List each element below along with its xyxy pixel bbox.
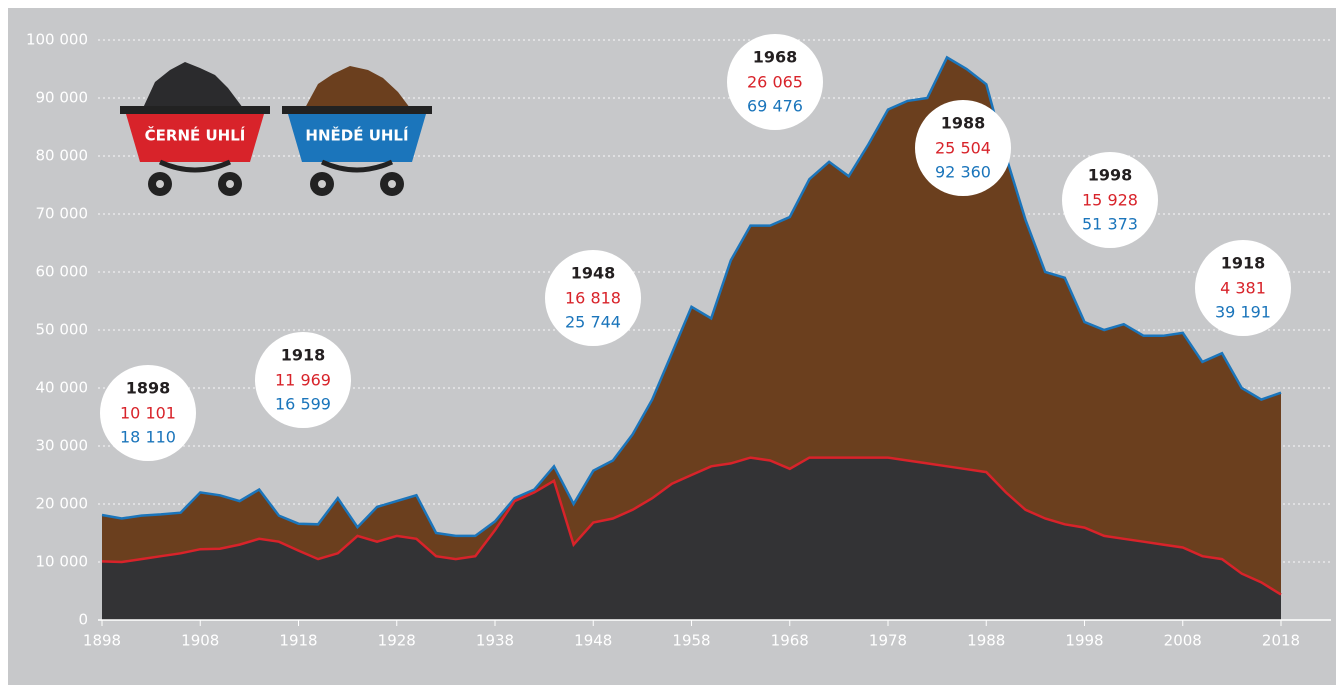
annotation-title: 1998 (1088, 166, 1133, 185)
x-tick-label: 1988 (967, 632, 1005, 650)
y-tick-label: 80 000 (36, 147, 89, 165)
annotation-brown: 18 110 (120, 428, 176, 447)
annotation-black: 11 969 (275, 371, 331, 390)
legend-label: HNĚDÉ UHLÍ (305, 126, 409, 145)
x-tick-label: 1938 (476, 632, 514, 650)
x-tick-label: 2018 (1262, 632, 1300, 650)
annotation-black: 15 928 (1082, 191, 1138, 210)
annotation-brown: 92 360 (935, 163, 991, 182)
x-tick-label: 1918 (279, 632, 317, 650)
x-tick-label: 1998 (1065, 632, 1103, 650)
y-tick-label: 70 000 (36, 205, 89, 223)
y-tick-label: 90 000 (36, 89, 89, 107)
y-tick-label: 100 000 (26, 31, 88, 49)
x-tick-label: 1948 (574, 632, 612, 650)
annotation-brown: 39 191 (1215, 303, 1271, 322)
annotation-title: 1918 (281, 346, 326, 365)
annotation-black: 10 101 (120, 404, 176, 423)
y-tick-label: 0 (78, 611, 88, 629)
x-tick-label: 1908 (181, 632, 219, 650)
annotation-brown: 69 476 (747, 97, 803, 116)
y-tick-label: 60 000 (36, 263, 89, 281)
x-tick-label: 1958 (672, 632, 710, 650)
annotation-brown: 25 744 (565, 313, 621, 332)
x-tick-label: 1968 (771, 632, 809, 650)
x-tick-label: 1898 (83, 632, 121, 650)
annotation-title: 1968 (753, 48, 798, 67)
y-tick-label: 30 000 (36, 437, 89, 455)
annotation-title: 1898 (126, 379, 171, 398)
annotation-brown: 16 599 (275, 395, 331, 414)
y-tick-label: 10 000 (36, 553, 89, 571)
annotation-title: 1948 (571, 264, 616, 283)
x-tick-label: 2008 (1164, 632, 1202, 650)
x-tick-label: 1928 (378, 632, 416, 650)
chart: 0 10 000 20 000 30 000 40 000 50 000 60 000 70 … (0, 0, 1344, 693)
annotation-title: 1918 (1221, 254, 1266, 273)
y-tick-label: 50 000 (36, 321, 89, 339)
annotation-brown: 51 373 (1082, 215, 1138, 234)
annotation-black: 16 818 (565, 289, 621, 308)
annotation-title: 1988 (941, 114, 986, 133)
legend-label: ČERNÉ UHLÍ (145, 126, 246, 145)
annotation-black: 26 065 (747, 73, 803, 92)
y-tick-label: 20 000 (36, 495, 89, 513)
annotation-black: 4 381 (1220, 279, 1266, 298)
y-tick-label: 40 000 (36, 379, 89, 397)
x-tick-label: 1978 (869, 632, 907, 650)
annotation-black: 25 504 (935, 139, 991, 158)
